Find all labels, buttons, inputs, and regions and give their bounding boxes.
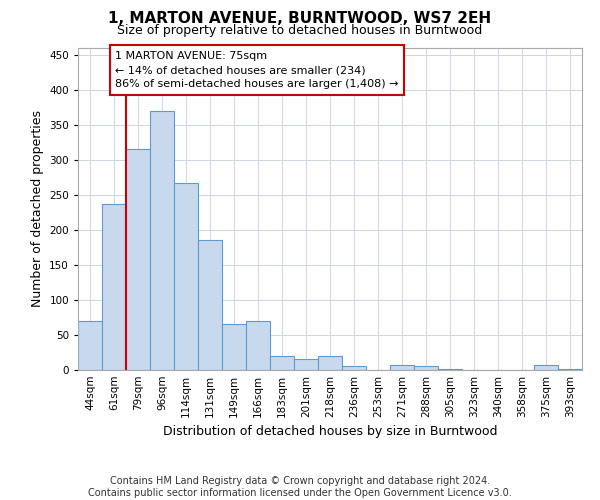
Bar: [294, 360, 318, 370]
Text: Contains HM Land Registry data © Crown copyright and database right 2024.
Contai: Contains HM Land Registry data © Crown c…: [88, 476, 512, 498]
Bar: [198, 240, 222, 370]
Text: 1, MARTON AVENUE, BURNTWOOD, WS7 2EH: 1, MARTON AVENUE, BURNTWOOD, WS7 2EH: [109, 11, 491, 26]
Bar: [534, 365, 558, 370]
X-axis label: Distribution of detached houses by size in Burntwood: Distribution of detached houses by size …: [163, 426, 497, 438]
Bar: [342, 366, 366, 370]
Bar: [390, 365, 414, 370]
Bar: [126, 149, 150, 370]
Y-axis label: Number of detached properties: Number of detached properties: [31, 110, 44, 307]
Bar: [150, 110, 174, 370]
Text: 1 MARTON AVENUE: 75sqm
← 14% of detached houses are smaller (234)
86% of semi-de: 1 MARTON AVENUE: 75sqm ← 14% of detached…: [115, 51, 398, 89]
Bar: [318, 356, 342, 370]
Bar: [222, 324, 246, 370]
Bar: [270, 356, 294, 370]
Bar: [174, 183, 198, 370]
Bar: [558, 368, 582, 370]
Bar: [414, 366, 438, 370]
Bar: [246, 321, 270, 370]
Bar: [438, 368, 462, 370]
Text: Size of property relative to detached houses in Burntwood: Size of property relative to detached ho…: [118, 24, 482, 37]
Bar: [78, 321, 102, 370]
Bar: [102, 204, 126, 370]
